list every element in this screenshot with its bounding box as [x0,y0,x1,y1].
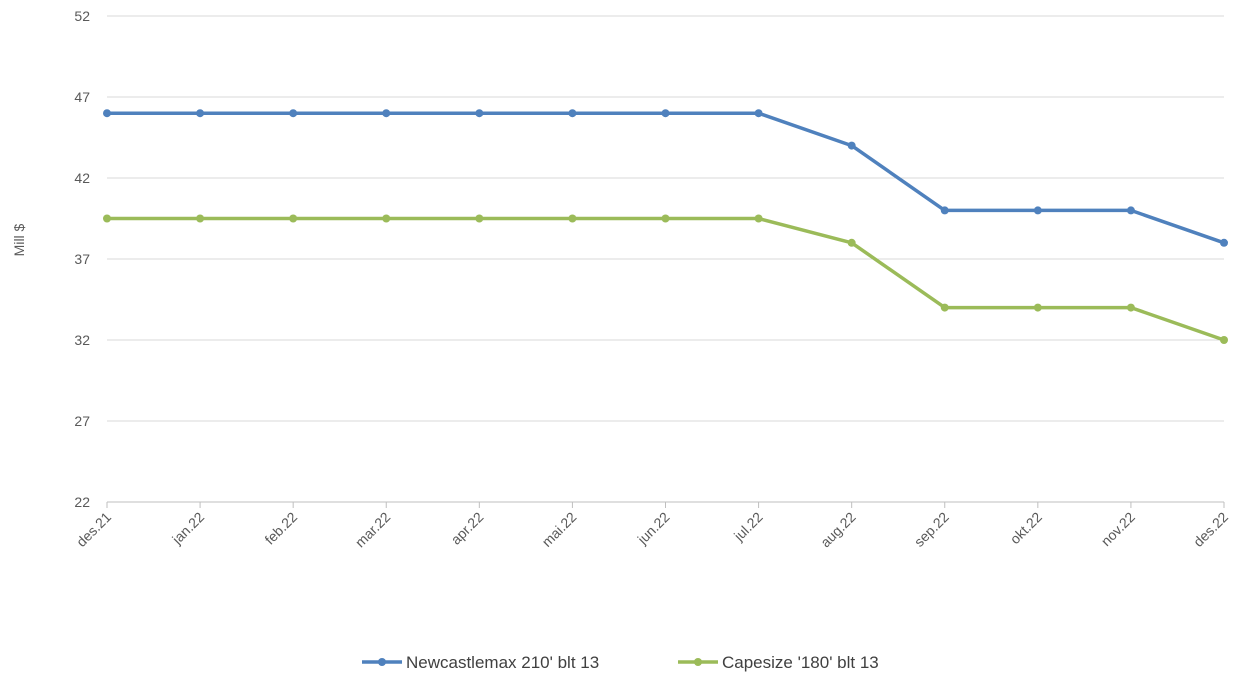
data-point [568,109,577,118]
data-point [289,109,298,118]
data-point [103,214,111,223]
data-point [754,109,763,118]
data-point [661,109,670,118]
x-tick-label: des.22 [1190,509,1231,550]
data-point [847,141,856,150]
data-point [382,109,391,118]
x-tick-label: aug.22 [817,509,859,551]
y-tick-label: 52 [74,8,90,24]
legend-label: Capesize '180' blt 13 [722,653,879,672]
x-tick-label: jun.22 [634,509,673,548]
x-tick-label: des.21 [73,509,114,550]
data-point [1033,303,1042,312]
data-point [661,214,670,223]
data-point [196,214,205,223]
data-point [847,238,856,247]
y-tick-label: 42 [74,170,90,186]
tick-labels: 22 27 32 37 42 47 52 des.21 jan.22 feb.22 mar.22 ap… [73,8,1231,550]
y-tick-label: 37 [74,251,90,267]
data-point [289,214,298,223]
data-point [940,206,949,215]
legend-swatch-marker [378,658,386,666]
data-point [196,109,205,118]
data-point [382,214,391,223]
data-point [940,303,949,312]
data-point [1126,303,1135,312]
series-line-1 [105,216,1226,342]
y-tick-label: 27 [74,413,90,429]
x-tick-label: feb.22 [261,509,300,548]
data-point [475,214,484,223]
x-tick-label: jul.22 [730,509,766,545]
data-point [1220,336,1228,344]
y-axis-label: Mill $ [11,223,27,256]
y-tick-label: 22 [74,494,90,510]
data-point [1126,206,1135,215]
series-lines [103,109,1228,344]
data-point [1220,238,1228,247]
x-tick-label: jan.22 [168,509,207,548]
x-tick-label: sep.22 [911,509,952,550]
y-tick-label: 32 [74,332,90,348]
data-point [1033,206,1042,215]
legend: Newcastlemax 210' blt 13 Capesize '180' b… [362,653,879,672]
x-tick-label: mar.22 [352,509,394,551]
legend-label: Newcastlemax 210' blt 13 [406,653,599,672]
data-point [103,109,111,118]
data-point [754,214,763,223]
y-tick-label: 47 [74,89,90,105]
data-point [475,109,484,118]
x-tick-label: okt.22 [1007,509,1045,547]
x-tick-label: apr.22 [448,509,487,548]
x-tick-label: nov.22 [1098,509,1138,549]
legend-swatch-marker [694,658,702,666]
axes [106,501,1225,508]
gridlines [107,15,1224,422]
x-tick-label: mai.22 [539,509,580,550]
data-point [568,214,577,223]
